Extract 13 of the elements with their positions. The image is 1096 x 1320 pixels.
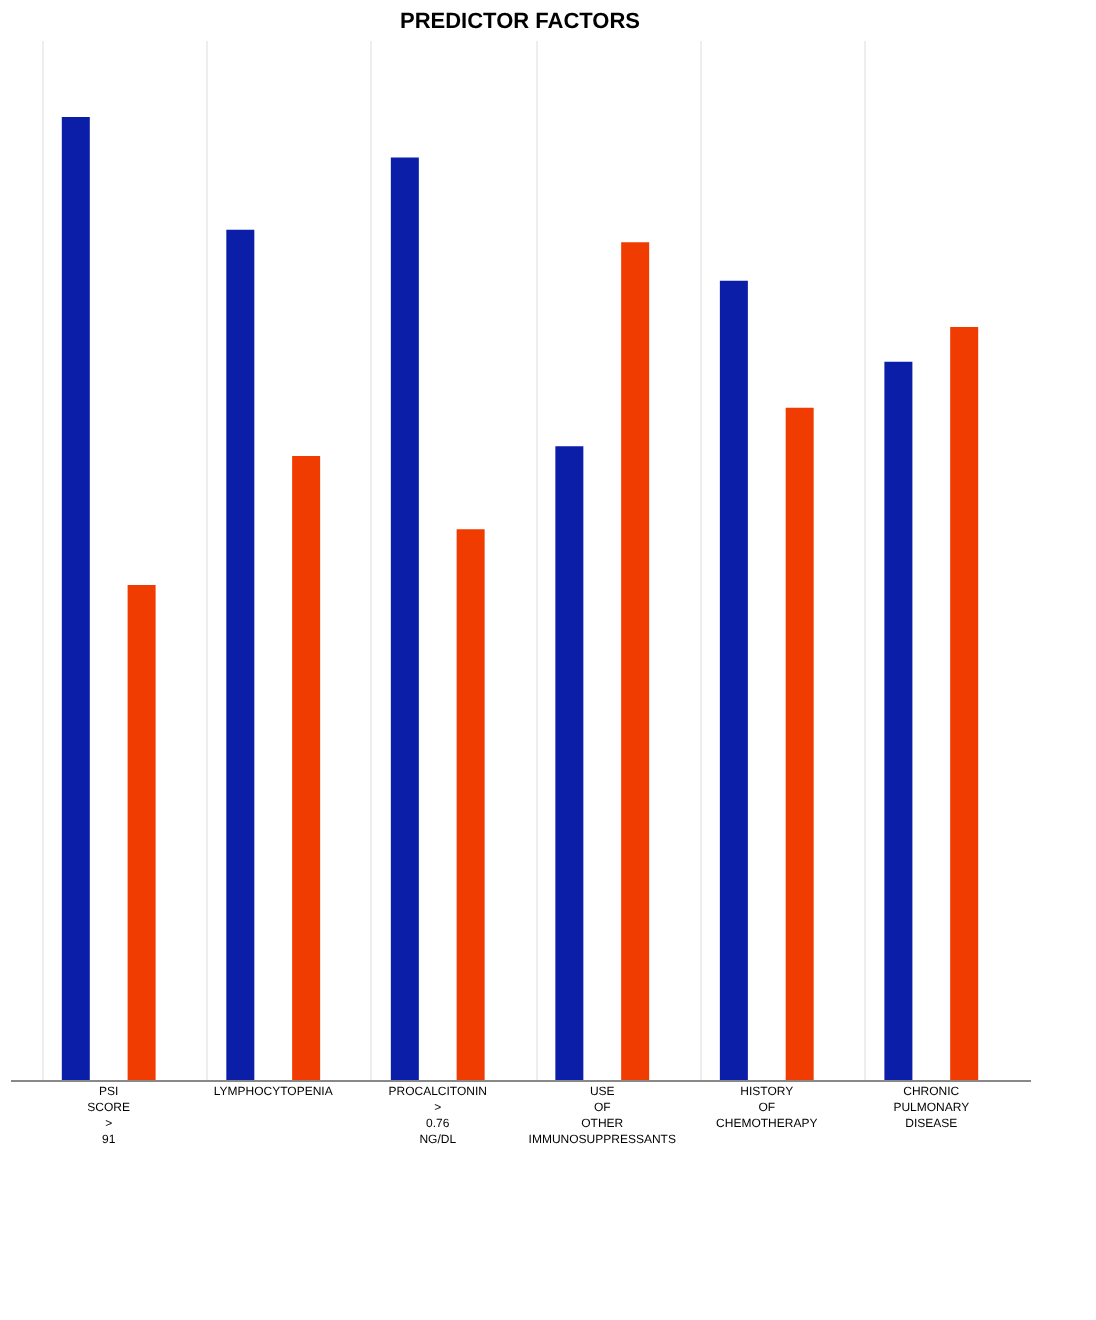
bar	[226, 229, 255, 1080]
bar	[390, 157, 419, 1080]
bar	[61, 117, 90, 1080]
bar	[950, 326, 979, 1080]
bar	[785, 407, 814, 1080]
bar	[884, 361, 913, 1080]
bar	[555, 446, 584, 1080]
bar	[719, 280, 748, 1080]
bar	[621, 242, 650, 1080]
bar	[292, 456, 321, 1080]
bar	[456, 529, 485, 1080]
chart-title: PREDICTOR FACTORS	[400, 10, 640, 34]
bar	[127, 585, 156, 1080]
